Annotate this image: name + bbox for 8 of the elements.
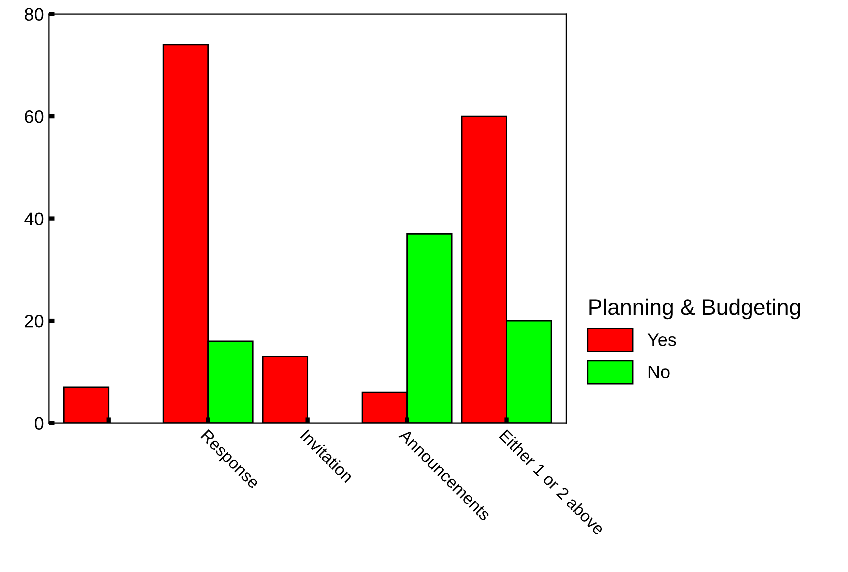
- y-tick-label: 20: [25, 314, 44, 328]
- y-tick-label: 60: [25, 110, 44, 124]
- y-tick-label: 40: [24, 212, 44, 226]
- legend-title: Planning & Budgeting: [590, 298, 800, 320]
- legend-label: No: [648, 366, 670, 379]
- y-tick-label: 80: [25, 8, 44, 22]
- y-tick-label: 0: [34, 417, 44, 430]
- legend-label: Yes: [648, 334, 676, 346]
